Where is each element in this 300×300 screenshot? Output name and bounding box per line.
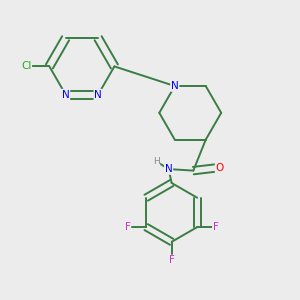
Text: N: N: [165, 164, 172, 174]
Text: H: H: [153, 157, 160, 166]
Text: N: N: [62, 90, 70, 100]
Text: N: N: [171, 81, 178, 91]
Text: F: F: [125, 222, 130, 232]
Text: F: F: [213, 222, 219, 232]
Text: O: O: [215, 163, 224, 172]
Text: F: F: [169, 255, 175, 266]
Text: Cl: Cl: [21, 61, 31, 71]
Text: N: N: [94, 90, 102, 100]
